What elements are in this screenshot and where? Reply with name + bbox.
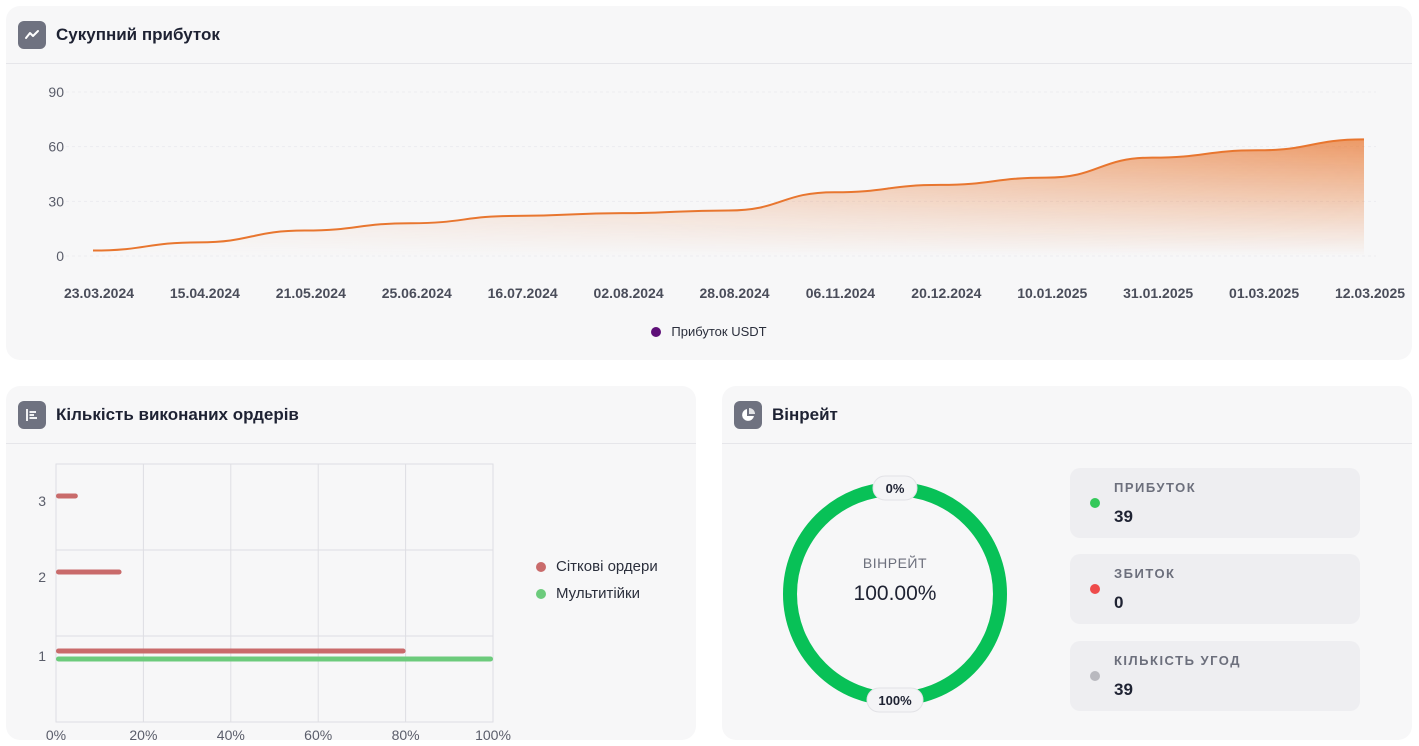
card-header: Вінрейт [722, 386, 1412, 444]
y-tick-label: 0 [56, 248, 64, 264]
chart-legend: Прибуток USDT [6, 324, 1412, 339]
x-tick-label: 02.08.2024 [594, 285, 664, 301]
card-title: Кількість виконаних ордерів [56, 404, 299, 424]
legend-label: Сіткові ордери [556, 558, 658, 575]
y-tick-label: 1 [38, 648, 46, 664]
bar [56, 569, 122, 575]
stat-loss: ЗБИТОК 0 [1070, 554, 1360, 624]
stat-label: ЗБИТОК [1114, 566, 1176, 581]
x-tick-label: 12.03.2025 [1335, 285, 1405, 301]
x-tick-label: 40% [217, 727, 245, 740]
y-tick-label: 60 [48, 139, 64, 155]
winrate-card: Вінрейт ВІНРЕЙТ 100.00% 0% 100% ПРИБУТОК… [722, 386, 1412, 740]
bar [56, 648, 406, 654]
card-title: Сукупний прибуток [56, 24, 220, 44]
bottom-badge: 100% [866, 687, 924, 713]
status-dot [1090, 498, 1100, 508]
executed-orders-card: Кількість виконаних ордерів 0% 20% 40% 60% 8… [6, 386, 696, 740]
x-tick-label: 10.01.2025 [1017, 285, 1087, 301]
bottom-badge-text: 100% [878, 693, 912, 708]
stat-label: КІЛЬКІСТЬ УГОД [1114, 653, 1242, 668]
profit-area-chart: 0 30 60 90 23.03.2024 15.04.2024 21.05.2024 25.… [48, 84, 1405, 301]
top-badge-text: 0% [886, 481, 905, 496]
legend-dot [536, 561, 546, 572]
x-tick-label: 80% [392, 727, 420, 740]
x-tick-label: 06.11.2024 [806, 285, 876, 301]
bar [56, 493, 78, 499]
card-header: Сукупний прибуток [6, 6, 1412, 64]
legend-item-grid-orders[interactable]: Сіткові ордери [536, 558, 658, 575]
donut-label: ВІНРЕЙТ [863, 554, 927, 571]
trend-line-icon [18, 20, 46, 49]
orders-bar-chart: 0% 20% 40% 60% 80% 100% 3 2 1 [38, 463, 511, 740]
stat-label: ПРИБУТОК [1114, 480, 1197, 495]
x-tick-label: 20.12.2024 [911, 285, 981, 301]
status-dot [1090, 671, 1100, 681]
legend-dot [651, 326, 662, 337]
donut-value: 100.00% [854, 582, 937, 605]
x-tick-label: 0% [46, 727, 66, 740]
bar [56, 656, 493, 662]
legend-dot [536, 588, 546, 599]
top-badge: 0% [872, 475, 918, 501]
legend-label: Прибуток USDT [671, 324, 767, 339]
x-tick-label: 28.08.2024 [699, 285, 769, 301]
status-dot [1090, 584, 1100, 594]
x-tick-label: 60% [304, 727, 332, 740]
stat-value: 39 [1114, 680, 1133, 699]
y-tick-label: 2 [38, 569, 46, 585]
area-fill [93, 139, 1364, 256]
pie-chart-icon [734, 400, 762, 429]
legend-item-profit-usdt[interactable]: Прибуток USDT [651, 324, 767, 339]
legend-item-multitakes[interactable]: Мультитійки [536, 585, 658, 602]
bar-list-icon [18, 400, 46, 429]
card-title: Вінрейт [772, 404, 838, 424]
x-tick-label: 25.06.2024 [382, 285, 452, 301]
x-tick-label: 16.07.2024 [488, 285, 558, 301]
y-tick-label: 3 [38, 493, 46, 509]
stat-profit: ПРИБУТОК 39 [1070, 468, 1360, 538]
cumulative-profit-card: Сукупний прибуток 0 30 60 90 23.03.2024 15.04… [6, 6, 1412, 360]
x-tick-label: 31.01.2025 [1123, 285, 1193, 301]
plot-area [55, 463, 494, 723]
x-tick-label: 01.03.2025 [1229, 285, 1299, 301]
x-tick-label: 20% [129, 727, 157, 740]
y-tick-label: 30 [48, 193, 64, 209]
stat-value: 0 [1114, 593, 1124, 612]
x-tick-label: 21.05.2024 [276, 285, 346, 301]
legend-label: Мультитійки [556, 585, 641, 602]
series-line [92, 138, 1365, 252]
y-tick-label: 90 [48, 84, 64, 100]
x-tick-label: 100% [475, 727, 511, 740]
stat-trades-count: КІЛЬКІСТЬ УГОД 39 [1070, 641, 1360, 711]
x-tick-label: 15.04.2024 [170, 285, 240, 301]
stat-value: 39 [1114, 507, 1133, 526]
chart-legend: Сіткові ордери Мультитійки [536, 558, 658, 602]
card-header: Кількість виконаних ордерів [6, 386, 696, 444]
x-tick-label: 23.03.2024 [64, 285, 134, 301]
winrate-donut-chart: ВІНРЕЙТ 100.00% 0% 100% [783, 475, 1007, 713]
